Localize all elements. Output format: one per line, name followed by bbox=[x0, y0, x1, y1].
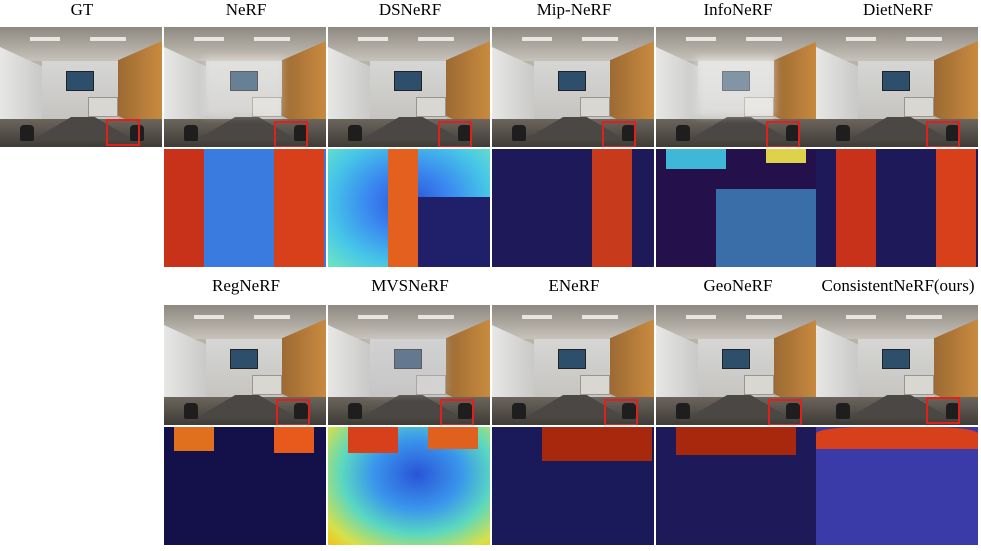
label-gt: GT bbox=[70, 0, 94, 19]
highlight-box bbox=[440, 399, 474, 425]
rgb-gt bbox=[0, 27, 162, 147]
depth-infonerf bbox=[656, 149, 818, 267]
rgb-consistentnerf bbox=[816, 305, 978, 425]
depth-nerf bbox=[164, 149, 326, 267]
highlight-box bbox=[276, 399, 310, 425]
depth-mvsnerf bbox=[328, 427, 490, 545]
rgb-dsnerf bbox=[328, 27, 490, 147]
rgb-nerf bbox=[164, 27, 326, 147]
depth-geonerf bbox=[656, 427, 818, 545]
label-nerf: NeRF bbox=[225, 0, 267, 19]
depth-dsnerf bbox=[328, 149, 490, 267]
depth-dietnerf bbox=[816, 149, 978, 267]
highlight-box bbox=[602, 121, 636, 147]
rgb-dietnerf bbox=[816, 27, 978, 147]
highlight-box bbox=[274, 121, 308, 147]
label-regnerf: RegNeRF bbox=[212, 276, 280, 295]
highlight-box bbox=[438, 121, 472, 147]
highlight-box bbox=[604, 399, 638, 425]
rgb-regnerf bbox=[164, 305, 326, 425]
rgb-mipnerf bbox=[492, 27, 654, 147]
depth-enerf bbox=[492, 427, 654, 545]
rgb-mvsnerf bbox=[328, 305, 490, 425]
rgb-enerf bbox=[492, 305, 654, 425]
label-mipnerf: Mip-NeRF bbox=[536, 0, 612, 19]
label-mvsnerf: MVSNeRF bbox=[371, 276, 449, 295]
label-dsnerf: DSNeRF bbox=[378, 0, 442, 19]
rgb-infonerf bbox=[656, 27, 818, 147]
highlight-box bbox=[106, 119, 140, 146]
label-dietnerf: DietNeRF bbox=[863, 0, 933, 19]
depth-consistentnerf bbox=[816, 427, 978, 545]
label-geonerf: GeoNeRF bbox=[703, 276, 773, 295]
label-consistentnerf: ConsistentNeRF(ours) bbox=[821, 276, 975, 295]
depth-regnerf bbox=[164, 427, 326, 545]
rgb-geonerf bbox=[656, 305, 818, 425]
depth-mipnerf bbox=[492, 149, 654, 267]
highlight-box bbox=[768, 399, 802, 425]
label-enerf: ENeRF bbox=[548, 276, 600, 295]
label-infonerf: InfoNeRF bbox=[703, 0, 773, 19]
highlight-box bbox=[926, 121, 960, 147]
highlight-box bbox=[926, 397, 960, 424]
highlight-box bbox=[766, 121, 800, 147]
